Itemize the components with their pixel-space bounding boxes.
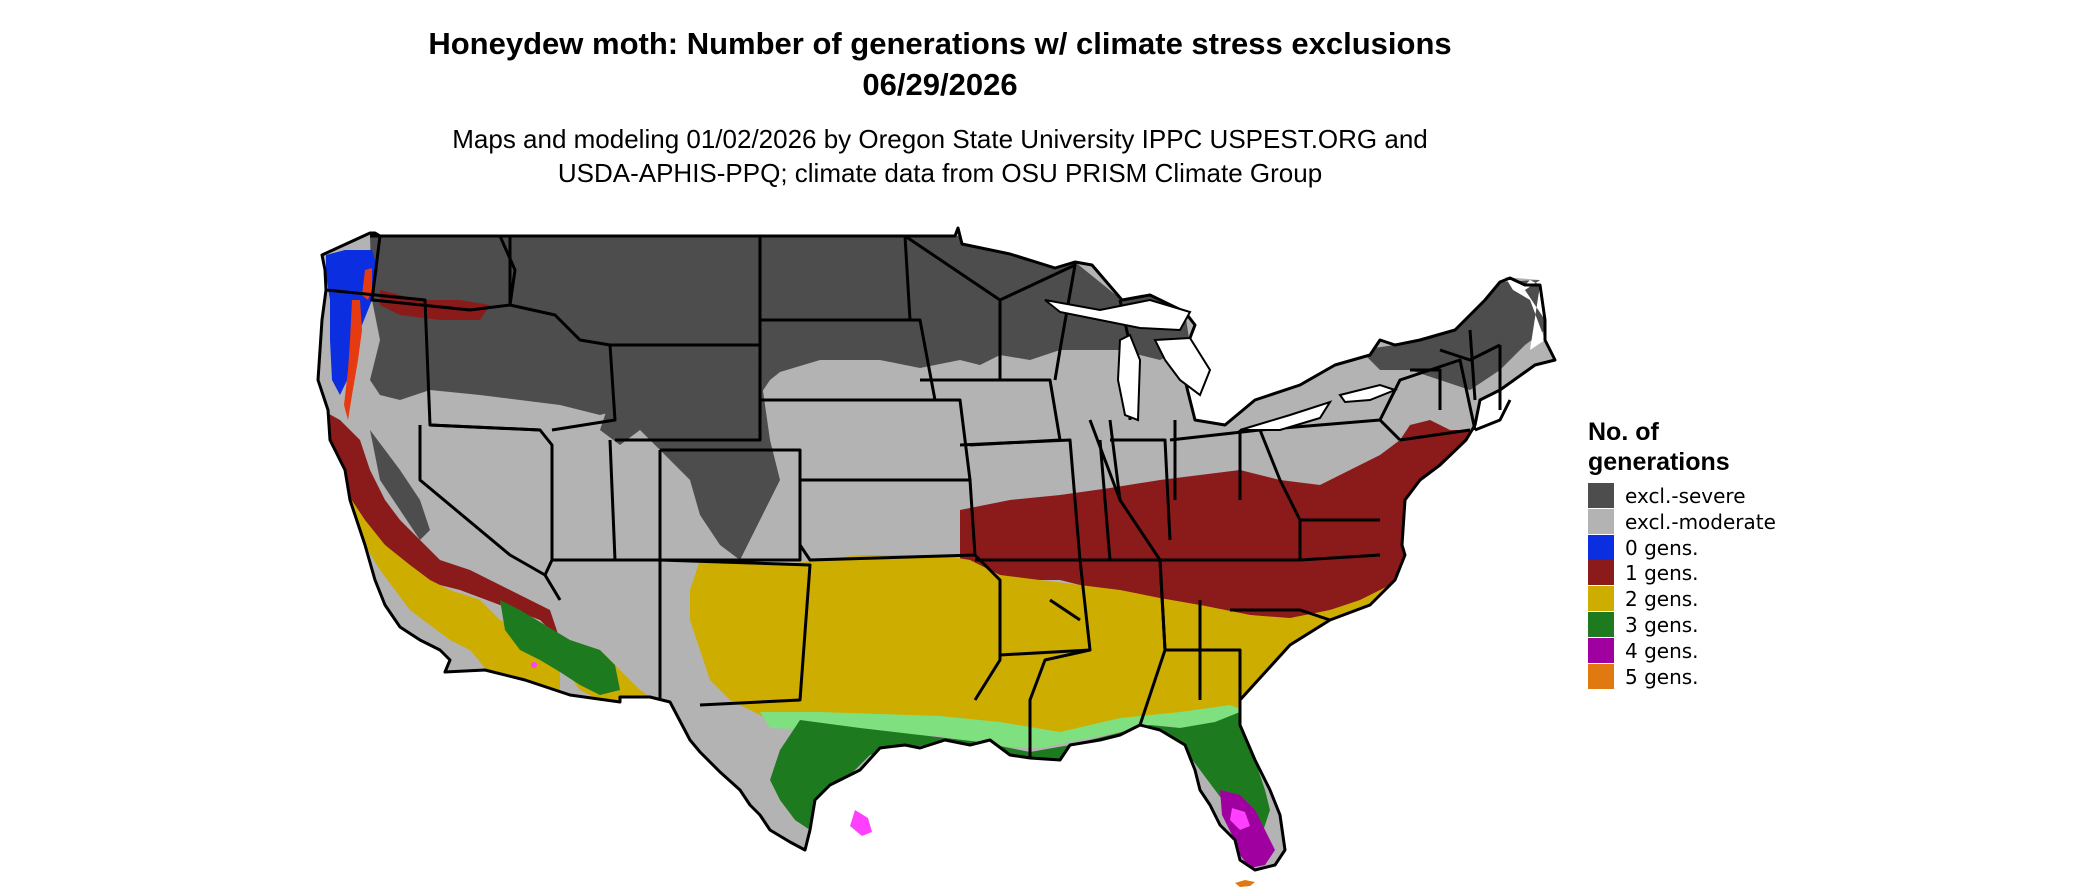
map-date: 06/29/2026: [862, 67, 1018, 102]
legend-title: No. of generations: [1588, 417, 1730, 477]
zone-excl-severe-rockies: [600, 345, 780, 560]
zone-excl-severe-sierra: [370, 430, 430, 540]
legend-title-line2: generations: [1588, 448, 1730, 476]
zone-excl-severe: [370, 236, 1190, 415]
map-subtitle-line1: Maps and modeling 01/02/2026 by Oregon S…: [452, 124, 1428, 154]
zone-light-green: [760, 705, 1250, 748]
legend-label: excl.-severe: [1625, 484, 1746, 508]
state-borders: [316, 226, 1557, 872]
legend-swatch: [1588, 612, 1614, 637]
legend-swatch: [1588, 560, 1614, 586]
legend-swatch: [1588, 637, 1614, 663]
legend-label: 5 gens.: [1625, 664, 1699, 689]
legend-swatch: [1588, 663, 1614, 689]
map-title: Honeydew moth: Number of generations w/ …: [428, 26, 1452, 61]
legend-title-line1: No. of: [1588, 418, 1659, 446]
legend-label: 1 gens.: [1625, 561, 1699, 586]
map-subtitle-line2: USDA-APHIS-PPQ; climate data from OSU PR…: [557, 158, 1323, 188]
legend-label: 4 gens.: [1625, 638, 1699, 663]
legend-swatch: [1588, 534, 1614, 560]
zone-5-gen: [344, 268, 1255, 887]
legend-label: excl.-moderate: [1625, 509, 1776, 534]
zone-2-gen-ca: [325, 470, 560, 700]
legend-swatch: [1588, 483, 1614, 508]
legend-label: 0 gens.: [1625, 535, 1699, 560]
legend-swatch: [1588, 508, 1614, 534]
legend-label: 2 gens.: [1625, 587, 1699, 612]
zone-3-gen: [770, 712, 1270, 840]
legend-swatch: [1588, 586, 1614, 612]
legend-label: 3 gens.: [1625, 613, 1699, 637]
zone-4-gen-highlights: [531, 662, 1250, 836]
zone-2-gen: [690, 555, 1400, 740]
zone-1-gen: [960, 420, 1500, 620]
great-lakes: [1044, 298, 1398, 431]
zone-3-gen-desert: [500, 600, 620, 695]
